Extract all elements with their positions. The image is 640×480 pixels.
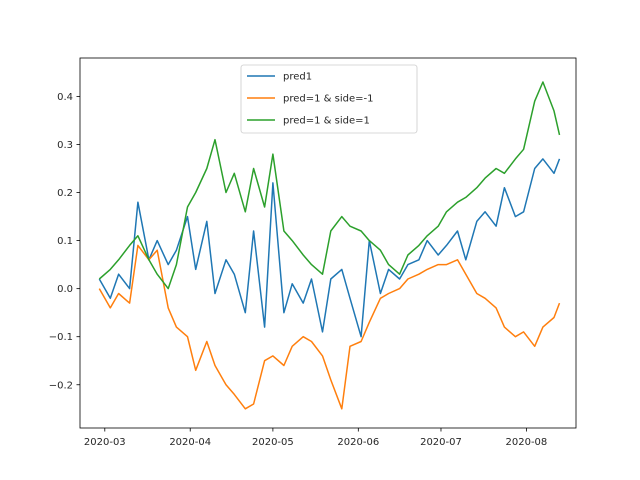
plot-frame	[79, 57, 577, 429]
x-tick-label: 2020-04	[169, 437, 211, 448]
x-tick-label: 2020-08	[506, 437, 548, 448]
legend-label: pred1	[283, 72, 312, 83]
y-tick-label: −0.1	[49, 332, 73, 343]
x-tick-label: 2020-06	[337, 437, 379, 448]
x-tick-label: 2020-03	[84, 437, 126, 448]
y-tick-label: 0.1	[57, 236, 73, 247]
y-tick-label: 0.3	[57, 140, 73, 151]
y-tick-label: −0.2	[49, 380, 73, 391]
series-layer	[98, 81, 561, 410]
y-tick-label: 0.2	[57, 188, 73, 199]
legend-label: pred=1 & side=-1	[283, 94, 373, 105]
series-line-2	[98, 244, 561, 410]
legend: pred1 pred=1 & side=-1 pred=1 & side=1	[240, 64, 418, 134]
legend-label: pred=1 & side=1	[283, 116, 370, 127]
series-line-3	[98, 81, 561, 290]
legend-box	[240, 64, 418, 134]
series-line-1	[98, 158, 561, 338]
x-tick-label: 2020-07	[420, 437, 462, 448]
x-tick-label: 2020-05	[252, 437, 294, 448]
y-axis: −0.2 −0.1 0.0 0.1 0.2 0.3 0.4	[49, 92, 80, 391]
y-tick-label: 0.4	[57, 92, 73, 103]
y-tick-label: 0.0	[57, 284, 73, 295]
x-axis: 2020-03 2020-04 2020-05 2020-06 2020-07 2020-…	[84, 428, 547, 448]
